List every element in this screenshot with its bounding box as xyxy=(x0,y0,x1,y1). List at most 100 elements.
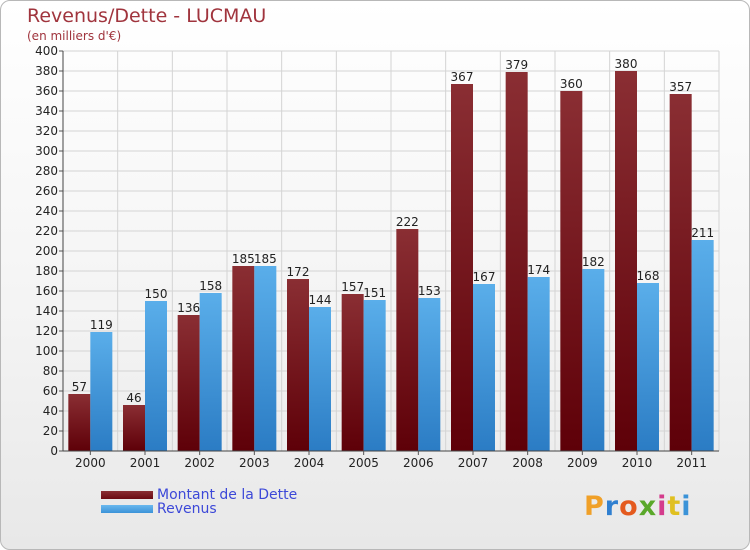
y-tick-label: 100 xyxy=(35,344,58,358)
bar-revenus xyxy=(363,300,386,451)
bar-dette xyxy=(287,279,309,451)
x-tick-label: 2004 xyxy=(294,456,325,470)
value-label-dette: 57 xyxy=(72,380,87,394)
value-label-revenus: 167 xyxy=(473,270,496,284)
logo-letter: i xyxy=(681,491,692,522)
bar-revenus xyxy=(637,283,659,451)
bar-revenus xyxy=(254,266,277,451)
value-label-dette: 185 xyxy=(232,252,255,266)
value-label-dette: 46 xyxy=(126,391,141,405)
x-tick-label: 2007 xyxy=(458,456,489,470)
value-label-revenus: 144 xyxy=(309,293,332,307)
y-tick-label: 340 xyxy=(35,104,58,118)
logo-letter: o xyxy=(619,491,639,522)
value-label-revenus: 150 xyxy=(145,287,168,301)
value-label-dette: 360 xyxy=(560,77,583,91)
y-tick-label: 120 xyxy=(35,324,58,338)
y-tick-label: 60 xyxy=(43,384,58,398)
bar-revenus xyxy=(527,277,550,451)
logo-letter: x xyxy=(638,491,658,522)
x-tick-label: 2000 xyxy=(75,456,106,470)
proxiti-logo: Proxiti xyxy=(584,491,692,522)
value-label-dette: 379 xyxy=(505,58,528,72)
bar-dette xyxy=(615,71,637,451)
bar-dette xyxy=(123,405,145,451)
bar-revenus xyxy=(691,240,714,451)
bar-dette xyxy=(341,294,364,451)
value-label-dette: 157 xyxy=(341,280,364,294)
x-tick-label: 2001 xyxy=(130,456,161,470)
bar-dette xyxy=(451,84,473,451)
y-tick-label: 240 xyxy=(35,204,58,218)
logo-letter: r xyxy=(604,491,620,522)
value-label-dette: 222 xyxy=(396,215,419,229)
bar-dette xyxy=(177,315,200,451)
y-tick-label: 180 xyxy=(35,264,58,278)
bar-revenus xyxy=(199,293,222,451)
axes: 0 20 40 60 80 100 120 140 160 180 200 220 240 260 280 3… xyxy=(35,44,719,470)
y-tick-label: 20 xyxy=(43,424,58,438)
x-tick-label: 2006 xyxy=(403,456,434,470)
bar-revenus xyxy=(309,307,331,451)
legend-label-revenus: Revenus xyxy=(157,501,217,517)
x-tick-label: 2005 xyxy=(348,456,379,470)
y-tick-label: 260 xyxy=(35,184,58,198)
value-label-revenus: 153 xyxy=(418,284,441,298)
y-tick-label: 160 xyxy=(35,284,58,298)
bars xyxy=(68,71,714,451)
y-tick-label: 300 xyxy=(35,144,58,158)
value-label-revenus: 185 xyxy=(254,252,277,266)
y-tick-label: 40 xyxy=(43,404,58,418)
x-tick-label: 2009 xyxy=(567,456,598,470)
y-tick-label: 0 xyxy=(50,444,58,458)
value-label-revenus: 151 xyxy=(363,286,386,300)
value-label-revenus: 158 xyxy=(199,279,222,293)
value-label-revenus: 119 xyxy=(90,318,113,332)
bar-revenus xyxy=(582,269,605,451)
value-label-revenus: 182 xyxy=(582,255,605,269)
bar-revenus xyxy=(145,301,167,451)
value-label-dette: 367 xyxy=(451,70,474,84)
value-label-revenus: 168 xyxy=(637,269,660,283)
bar-revenus xyxy=(90,332,113,451)
bar-dette xyxy=(669,94,692,451)
legend-label-dette: Montant de la Dette xyxy=(157,487,298,503)
value-label-revenus: 211 xyxy=(691,226,714,240)
y-tick-label: 140 xyxy=(35,304,58,318)
legend-item-dette: Montant de la Dette xyxy=(101,488,297,502)
value-label-dette: 136 xyxy=(177,301,200,315)
y-tick-label: 380 xyxy=(35,64,58,78)
y-tick-label: 80 xyxy=(43,364,58,378)
x-tick-label: 2002 xyxy=(184,456,215,470)
bar-revenus xyxy=(418,298,441,451)
value-labels: 57 119 46 150 136 158 185 185 172 144 157 151 222 153… xyxy=(72,57,714,405)
bar-revenus xyxy=(473,284,495,451)
value-label-dette: 172 xyxy=(287,265,310,279)
legend-swatch-dette xyxy=(101,491,153,499)
y-tick-label: 220 xyxy=(35,224,58,238)
y-tick-label: 200 xyxy=(35,244,58,258)
y-tick-label: 280 xyxy=(35,164,58,178)
chart-title: Revenus/Dette - LUCMAU xyxy=(27,5,267,27)
chart-subtitle: (en milliers d'€) xyxy=(27,29,122,43)
legend-item-revenus: Revenus xyxy=(101,502,217,516)
bar-dette xyxy=(396,229,419,451)
bar-dette xyxy=(232,266,255,451)
logo-letter: t xyxy=(667,491,682,522)
y-tick-label: 320 xyxy=(35,124,58,138)
x-tick-label: 2010 xyxy=(622,456,653,470)
value-label-dette: 357 xyxy=(669,80,692,94)
x-tick-label: 2008 xyxy=(512,456,543,470)
bar-dette xyxy=(560,91,583,451)
value-label-revenus: 174 xyxy=(527,263,550,277)
y-tick-label: 360 xyxy=(35,84,58,98)
bar-dette xyxy=(68,394,91,451)
logo-letter: i xyxy=(657,491,668,522)
x-tick-label: 2003 xyxy=(239,456,270,470)
x-tick-label: 2011 xyxy=(676,456,707,470)
value-label-dette: 380 xyxy=(615,57,638,71)
bar-dette xyxy=(505,72,528,451)
legend-swatch-revenus xyxy=(101,505,153,513)
